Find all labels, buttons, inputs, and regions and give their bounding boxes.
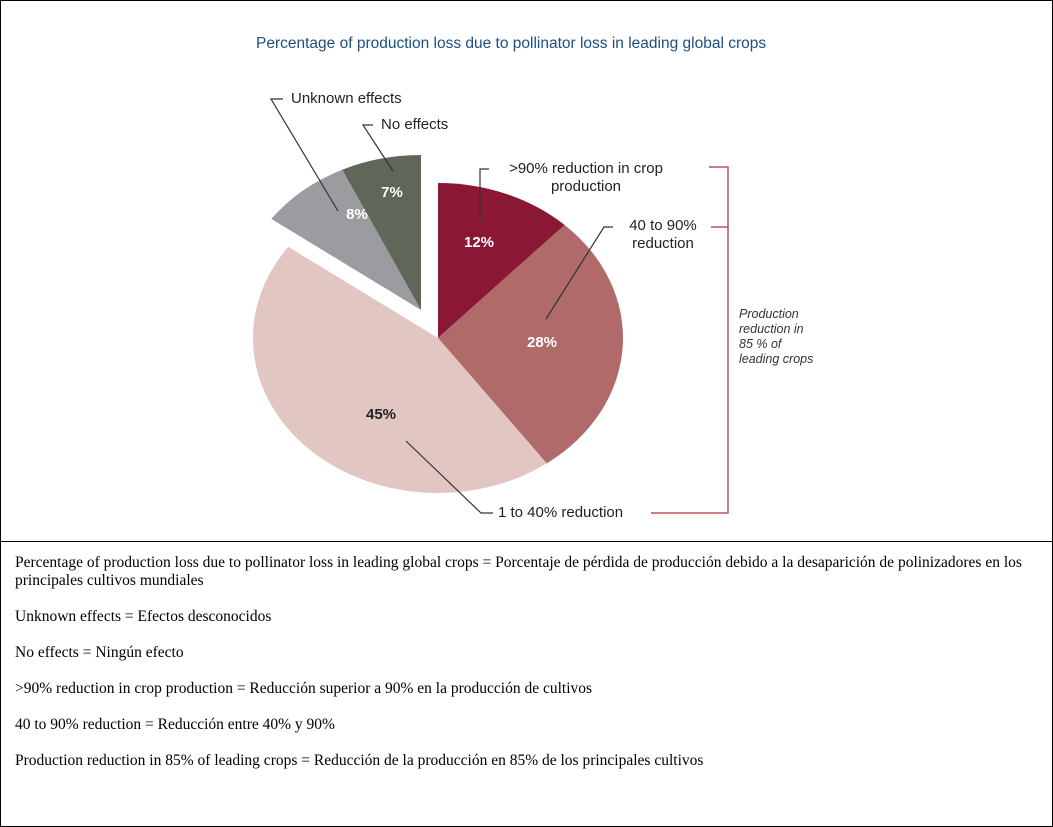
- pie-slice: [252, 246, 547, 494]
- chart-title: Percentage of production loss due to pol…: [256, 35, 767, 52]
- leader-lines: [269, 98, 613, 514]
- bracket: [651, 166, 729, 514]
- pie-slice: [438, 183, 565, 338]
- translation-line: Percentage of production loss due to pol…: [15, 554, 1022, 589]
- leader-line: [479, 168, 489, 221]
- value-label: 28%: [527, 334, 557, 351]
- annotation: Production reduction in 85 % of leading …: [739, 307, 814, 366]
- pie-slice: [271, 169, 421, 310]
- translation-line: 40 to 90% reduction = Reducción entre 40…: [15, 716, 335, 733]
- translations: Percentage of production loss due to pol…: [15, 554, 1035, 788]
- bracket-line: [651, 166, 729, 514]
- pie-slice: [342, 155, 421, 310]
- category-label: Unknown effects: [291, 90, 402, 107]
- translation-line: >90% reduction in crop production = Redu…: [15, 680, 593, 697]
- leader-line: [361, 124, 394, 172]
- leader-line: [269, 98, 339, 212]
- category-label: 40 to 90% reduction: [629, 217, 697, 252]
- category-label: No effects: [381, 116, 449, 133]
- translation-line: Unknown effects = Efectos desconocidos: [15, 608, 272, 625]
- category-label: >90% reduction in crop production: [509, 160, 663, 195]
- chart: 12% 28% 45% 8% 7%: [252, 98, 729, 514]
- leader-line: [405, 440, 493, 514]
- leader-line: [545, 226, 613, 320]
- category-label: 1 to 40% reduction: [498, 504, 624, 521]
- value-label: 12%: [464, 234, 494, 251]
- translation-line: No effects = Ningún efecto: [15, 644, 184, 661]
- translation-line: Production reduction in 85% of leading c…: [15, 752, 704, 769]
- value-label: 8%: [346, 206, 368, 223]
- value-label: 45%: [366, 406, 396, 423]
- pie-slice: [438, 225, 624, 464]
- value-label: 7%: [381, 184, 403, 201]
- chart-panel: 12% 28% 45% 8% 7% Percentage of production l…: [1, 1, 1052, 542]
